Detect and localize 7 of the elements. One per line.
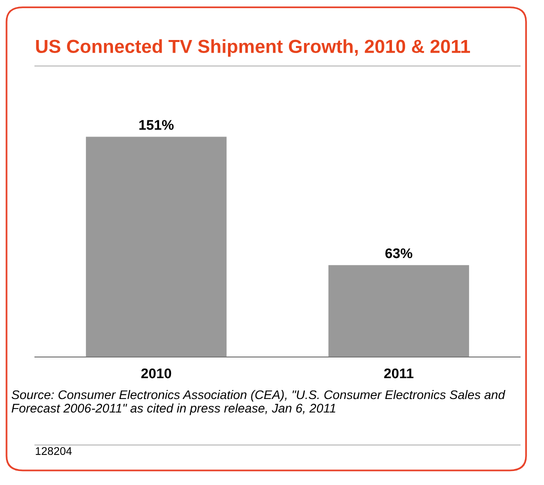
text: 128204 bbox=[36, 447, 72, 455]
x-tick-label: 2011 bbox=[384, 368, 414, 378]
chart-title: US Connected TV Shipment Growth, 2010 & 2011 bbox=[36, 39, 470, 57]
data-label: 63% bbox=[385, 248, 412, 258]
x-tick-label: 2010 bbox=[141, 368, 172, 378]
source-note: Source: Consumer Electronics Association (CEA), "U.S. Consumer Electronics Sales and Forecast 2006-2011" as cited in press release, Jan 6, 2011 bbox=[12, 390, 506, 416]
data-label: 151% bbox=[139, 120, 174, 130]
